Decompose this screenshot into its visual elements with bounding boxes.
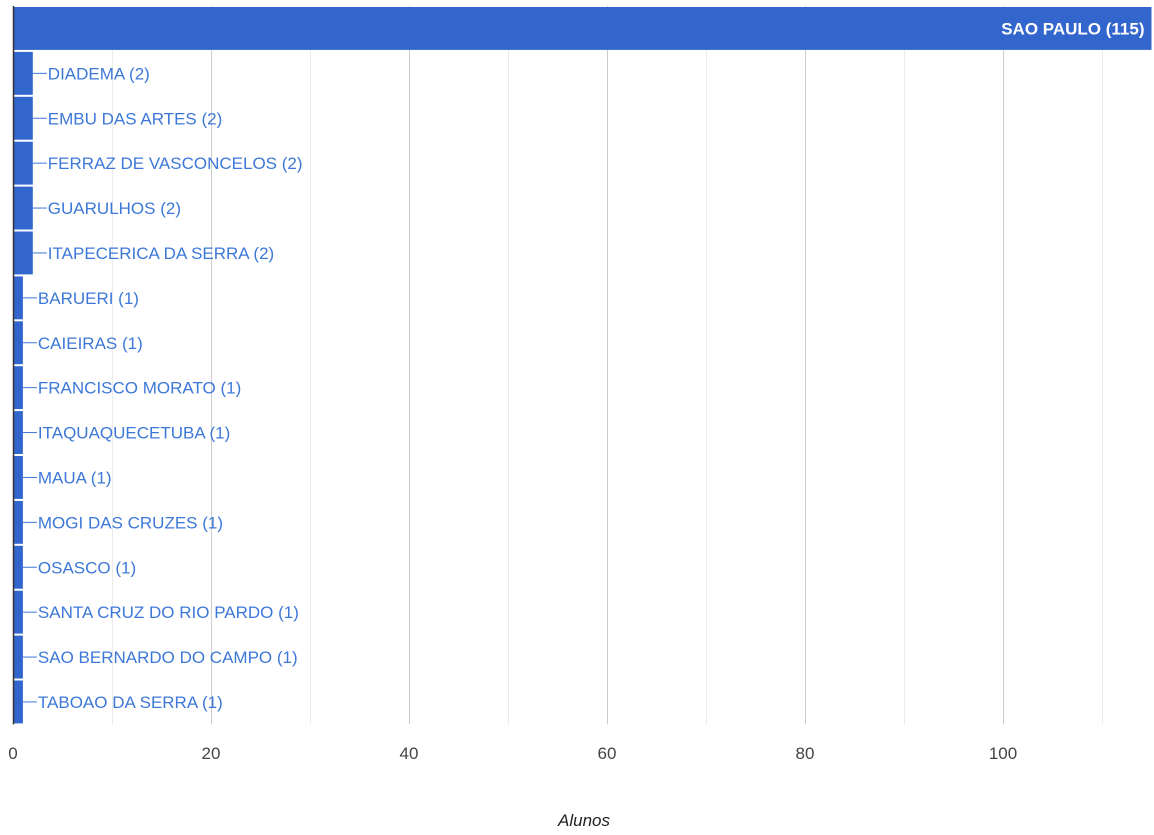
- bar-data-label: FRANCISCO MORATO (1): [38, 379, 241, 398]
- gridlines: [112, 6, 1103, 725]
- bar: [13, 545, 23, 589]
- bar-data-label: BARUERI (1): [38, 289, 139, 308]
- bar: [13, 680, 23, 724]
- bar-data-label: SAO BERNARDO DO CAMPO (1): [38, 648, 298, 667]
- bar-data-label: DIADEMA (2): [48, 64, 150, 83]
- x-tick-label: 20: [202, 744, 221, 763]
- x-tick-label: 100: [989, 744, 1017, 763]
- bar-data-label: CAIEIRAS (1): [38, 334, 143, 353]
- bar-data-label: GUARULHOS (2): [48, 199, 181, 218]
- bar: [13, 96, 33, 140]
- bar-data-label: ITAPECERICA DA SERRA (2): [48, 244, 274, 263]
- data-labels: SAO PAULO (115) DIADEMA (2) EMBU DAS ARTES…: [22, 19, 1145, 712]
- bar: [13, 141, 33, 185]
- bar-data-label: MOGI DAS CRUZES (1): [38, 513, 223, 532]
- bar: [13, 635, 23, 679]
- bar: [13, 186, 33, 230]
- bar-data-label: TABOAO DA SERRA (1): [38, 693, 223, 712]
- bar: [13, 456, 23, 499]
- bar: [13, 590, 23, 634]
- bar: [13, 500, 23, 544]
- bar: [13, 321, 23, 365]
- bar: [13, 366, 23, 410]
- bar: [13, 51, 33, 95]
- bar: [13, 411, 23, 454]
- bar: [13, 231, 33, 275]
- x-tick-label: 80: [796, 744, 815, 763]
- bar-data-label: ITAQUAQUECETUBA (1): [38, 424, 230, 443]
- bars: [13, 7, 1152, 724]
- bar: [13, 7, 1152, 50]
- bar-data-label: FERRAZ DE VASCONCELOS (2): [48, 154, 303, 173]
- bar-data-label: OSASCO (1): [38, 558, 136, 577]
- x-axis-title: Alunos: [557, 811, 610, 830]
- bar-data-label: MAUA (1): [38, 468, 112, 487]
- bar-data-label: SANTA CRUZ DO RIO PARDO (1): [38, 603, 299, 622]
- bar-data-label: EMBU DAS ARTES (2): [48, 109, 222, 128]
- x-axis-ticks: 0 20 40 60 80 100: [8, 744, 1017, 763]
- x-tick-label: 40: [400, 744, 419, 763]
- x-tick-label: 60: [598, 744, 617, 763]
- bar-data-label: SAO PAULO (115): [1001, 19, 1144, 38]
- x-tick-label: 0: [8, 744, 17, 763]
- bar: [13, 276, 23, 320]
